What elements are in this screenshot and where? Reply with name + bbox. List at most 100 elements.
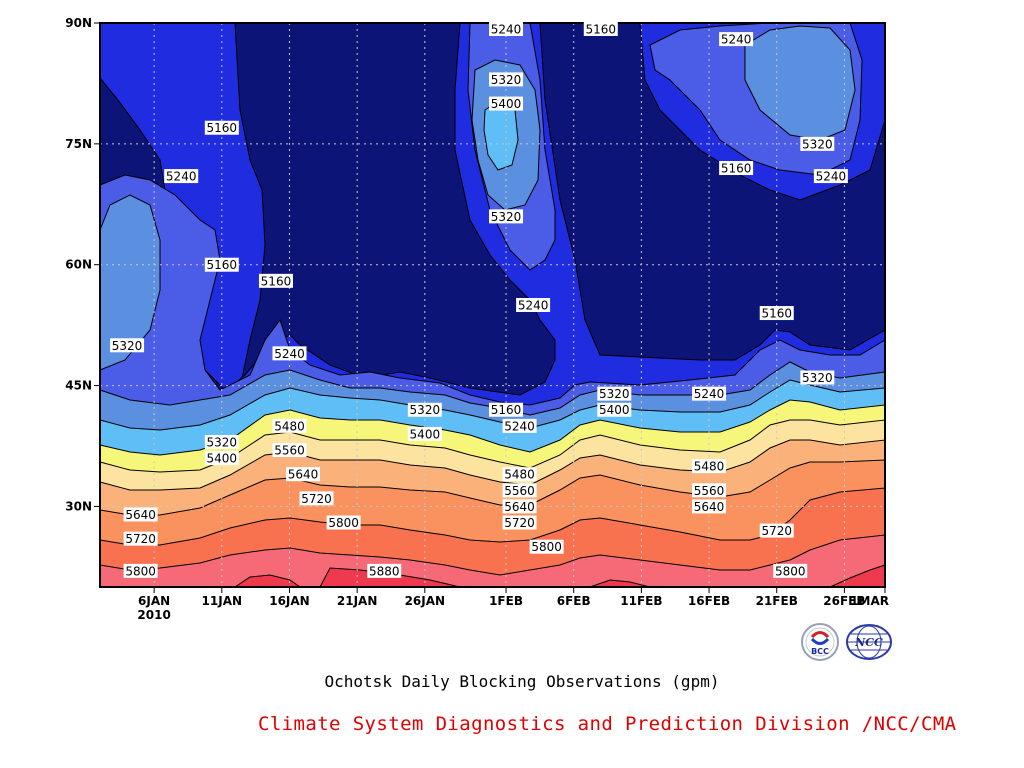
contour-label-text: 5720 [125, 532, 156, 546]
x-tick-label: 6FEB [557, 594, 591, 608]
contour-label-text: 5320 [491, 210, 522, 224]
contour-label-text: 5640 [125, 508, 156, 522]
grid-lines [100, 23, 885, 587]
contour-label-text: 5320 [410, 403, 441, 417]
contour-label-box [502, 499, 537, 514]
contour-label-text: 5800 [531, 540, 562, 554]
contour-label: 5240 [502, 418, 537, 433]
contour-label: 5480 [692, 459, 727, 474]
contour-label: 5160 [204, 120, 239, 135]
contour-label-text: 5560 [694, 484, 725, 498]
contour-label-text: 5720 [761, 524, 792, 538]
contour-label: 5160 [583, 22, 618, 37]
contour-label-box [773, 563, 808, 578]
contour-label: 5160 [759, 306, 794, 321]
contour-label-text: 5720 [504, 516, 535, 530]
contour-label-box [692, 499, 727, 514]
contour-label: 5160 [719, 161, 754, 176]
contour-label-text: 5560 [504, 484, 535, 498]
contour-label: 5800 [529, 539, 564, 554]
contour-label: 5160 [204, 257, 239, 272]
x-tick-label: 11FEB [620, 594, 662, 608]
y-tick-label: 75N [65, 137, 92, 151]
contour-label-text: 5800 [125, 564, 156, 578]
y-tick-label: 90N [65, 16, 92, 30]
contour-label-box [813, 169, 848, 184]
x-tick-label: 6JAN [138, 594, 170, 608]
contour-label-box [489, 22, 524, 36]
contour-label-box [204, 257, 239, 272]
contour-label-text: 5160 [491, 403, 522, 417]
contour-label-text: 5400 [599, 403, 630, 417]
contour-label-text: 5560 [274, 444, 305, 458]
contour-label-text: 5160 [721, 162, 752, 176]
contour-label-box [204, 451, 239, 466]
contour-label-text: 5480 [274, 419, 305, 433]
contour-label-text: 5160 [261, 274, 292, 288]
contour-label: 5240 [516, 298, 551, 313]
credit-line: Climate System Diagnostics and Predictio… [258, 713, 957, 735]
contour-label: 5720 [299, 491, 334, 506]
contour-label: 5320 [489, 209, 524, 224]
x-year-label: 2010 [137, 608, 170, 622]
band-5880-plus-edge [99, 534, 886, 588]
contour-label: 5720 [502, 515, 537, 530]
contour-label: 5320 [110, 338, 145, 353]
contour-label-text: 5480 [694, 460, 725, 474]
x-tick-label: 1MAR [850, 594, 889, 608]
contour-label-box [272, 346, 307, 361]
contour-label: 5160 [489, 402, 524, 417]
contour-label-text: 5480 [504, 468, 535, 482]
x-tick-label: 16FEB [688, 594, 730, 608]
contour-label-text: 5240 [504, 419, 535, 433]
chart-title: Ochotsk Daily Blocking Observations (gpm… [324, 672, 720, 691]
contour-label: 5560 [692, 483, 727, 498]
contour-label-box [272, 418, 307, 433]
contour-label-box [719, 161, 754, 176]
contour-label: 5800 [773, 563, 808, 578]
contour-label-box [692, 459, 727, 474]
contour-label: 5320 [800, 370, 835, 385]
contour-label: 5880 [367, 563, 402, 578]
x-tick-label: 21FEB [756, 594, 798, 608]
contour-label-text: 5400 [410, 427, 441, 441]
x-tick-label: 1FEB [489, 594, 523, 608]
y-tick-label: 45N [65, 379, 92, 393]
contour-label-box [286, 467, 321, 482]
contour-label: 5320 [204, 434, 239, 449]
contour-label: 5640 [286, 467, 321, 482]
contour-label-box [407, 426, 442, 441]
contour-label-text: 5160 [586, 23, 617, 37]
contour-label-text: 5320 [207, 435, 238, 449]
contour-labels: 5240 5160 5240 5320 5400 5160 5320 5240 5160 5240… [110, 22, 848, 578]
contour-label: 5800 [123, 563, 158, 578]
contour-label: 5320 [800, 136, 835, 151]
contour-label-text: 5160 [207, 258, 238, 272]
contour-label-text: 5240 [166, 170, 197, 184]
contour-label-box [583, 22, 618, 36]
contour-label-text: 5240 [518, 299, 549, 313]
contour-label: 5320 [407, 402, 442, 417]
contour-label: 5480 [272, 418, 307, 433]
contour-label-box [123, 507, 158, 522]
contour-label-text: 5160 [761, 307, 792, 321]
contour-label: 5240 [813, 169, 848, 184]
bcc-logo-text: BCC [811, 647, 829, 656]
contour-label-box [597, 402, 632, 417]
contour-label: 5400 [407, 426, 442, 441]
ncc-logo-text: NCC [854, 636, 883, 649]
contour-label: 5320 [597, 386, 632, 401]
contour-label-text: 5640 [504, 500, 535, 514]
contour-label-text: 5400 [491, 97, 522, 111]
contour-label-box [692, 386, 727, 401]
contour-label-box [597, 386, 632, 401]
contour-label: 5480 [502, 467, 537, 482]
y-axis: 30N 45N 60N 75N 90N [65, 16, 100, 513]
contour-label-box [272, 443, 307, 458]
contour-label-text: 5320 [802, 371, 833, 385]
contour-label: 5800 [326, 515, 361, 530]
contour-label-text: 5240 [274, 347, 305, 361]
x-tick-label: 26FEB [823, 594, 865, 608]
contour-label-box [502, 467, 537, 482]
contour-label-text: 5240 [721, 33, 752, 47]
